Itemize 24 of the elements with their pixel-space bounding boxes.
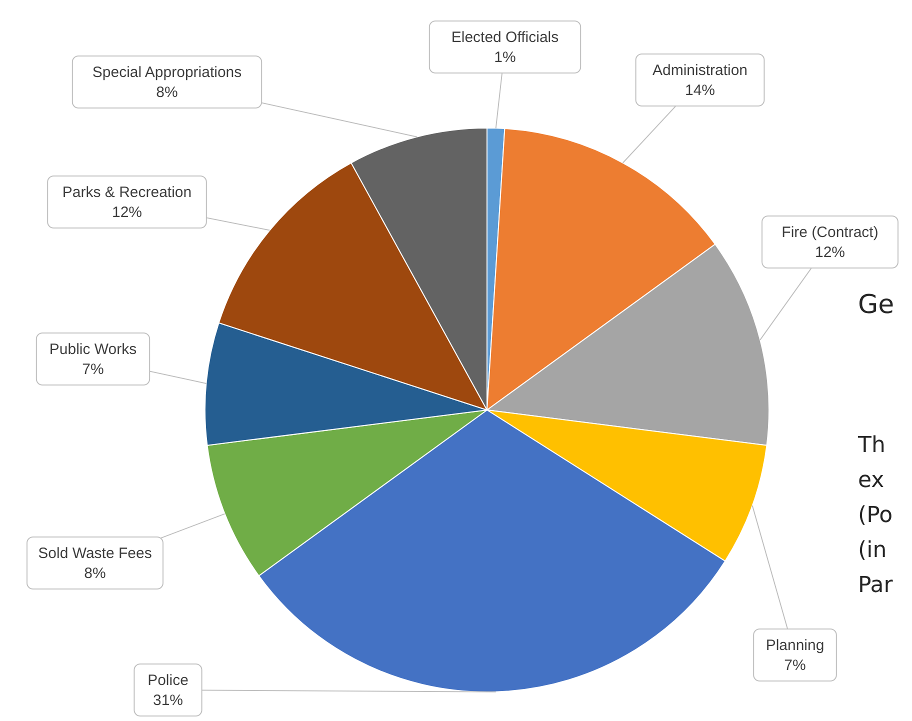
data-label: 1% (494, 49, 516, 66)
text: (Po (858, 503, 893, 528)
slice-label: Parks & Recreation (62, 184, 192, 201)
data-label: 14% (684, 82, 716, 99)
text: (in (858, 538, 887, 563)
text: Par (858, 573, 894, 598)
text: ex (858, 468, 884, 493)
slice-label: Special Appropriations (92, 64, 242, 81)
slice-label: Administration (652, 62, 748, 79)
data-label: 7% (82, 361, 104, 378)
text: Th (857, 433, 886, 458)
data-label: 7% (784, 657, 806, 674)
slice-label: Sold Waste Fees (38, 545, 152, 562)
slice-label: Fire (Contract) (782, 224, 878, 241)
data-label: 12% (112, 204, 142, 221)
data-label: 12% (814, 244, 846, 261)
slice-label: Elected Officials (451, 29, 559, 46)
data-label: 8% (84, 565, 106, 582)
slice-label: Planning (766, 637, 824, 654)
slice-label: Police (148, 672, 188, 689)
text: Ge (858, 290, 894, 320)
data-label: 8% (156, 84, 178, 101)
slice-label: Public Works (49, 341, 137, 358)
data-label: 31% (152, 692, 184, 709)
